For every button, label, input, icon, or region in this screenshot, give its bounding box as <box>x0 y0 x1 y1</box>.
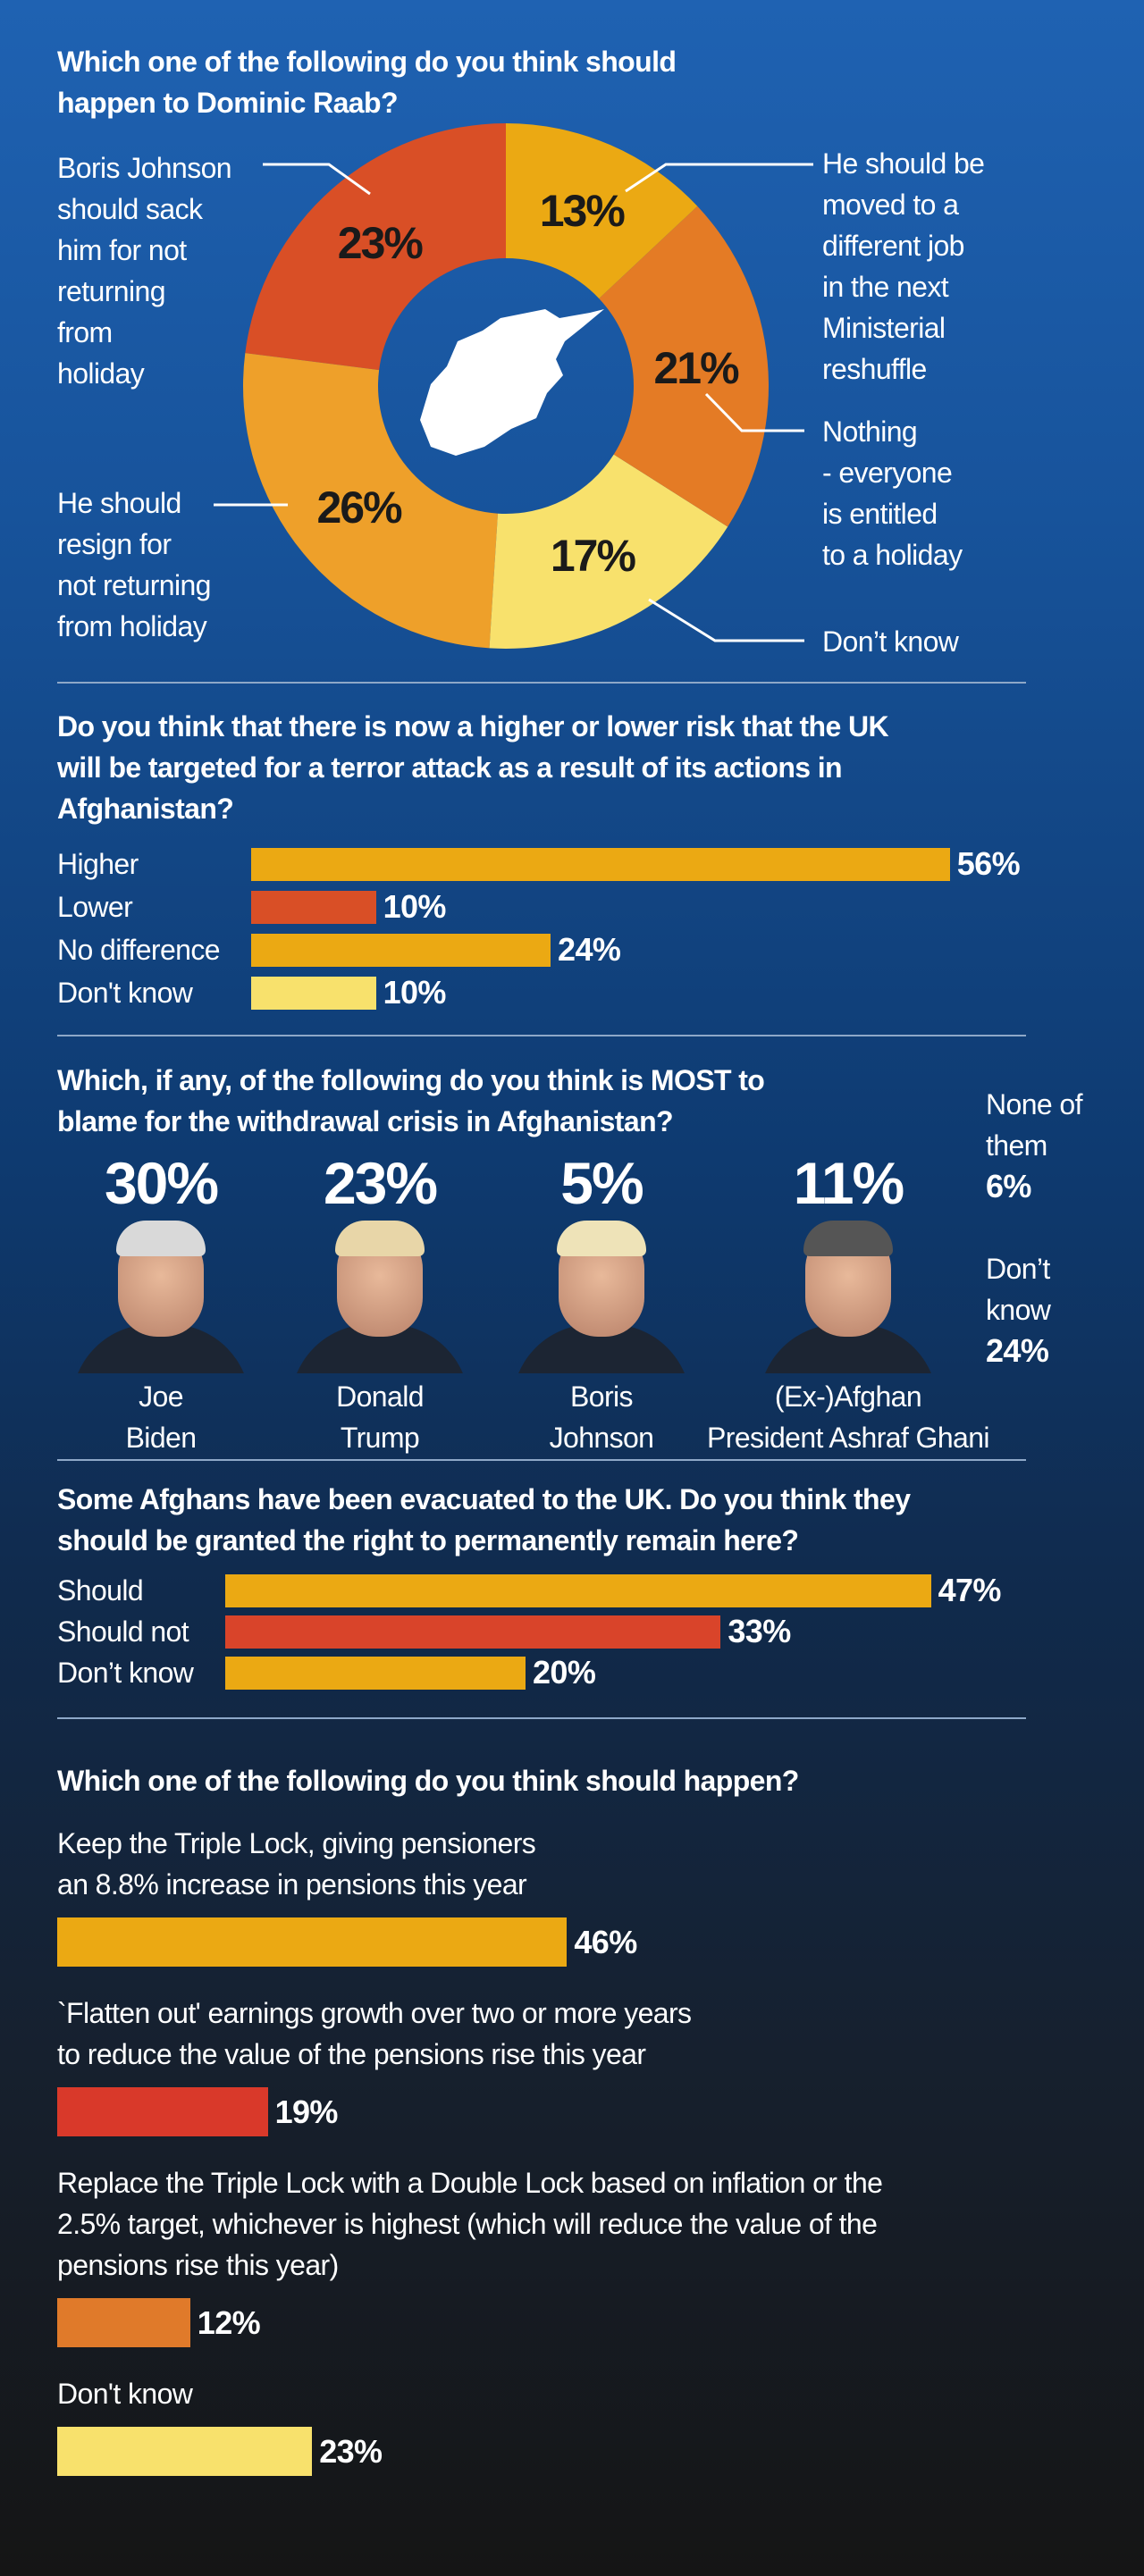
bar-row: 19% <box>57 2087 1085 2136</box>
bar <box>251 890 376 924</box>
bar <box>225 1656 526 1690</box>
bar-list: Keep the Triple Lock, giving pensioners … <box>57 1823 1085 2502</box>
value-label: 23% <box>323 1150 438 1216</box>
bar <box>251 847 950 881</box>
value-label: 24% <box>986 1332 1049 1369</box>
portrait-photo <box>750 1217 946 1373</box>
donut-segment <box>242 353 499 649</box>
category-label: Should not <box>57 1615 189 1648</box>
value-label: 56% <box>956 845 1021 882</box>
person-name: Boris Johnson <box>549 1380 654 1454</box>
afghanistan-map <box>420 309 604 456</box>
category-label: Don't know <box>57 977 193 1009</box>
segment-label: 13% <box>540 186 626 236</box>
portrait-photo <box>282 1217 478 1373</box>
value-label: 10% <box>383 974 447 1011</box>
person-name: Joe Biden <box>125 1380 197 1454</box>
category-label: No difference <box>57 934 221 966</box>
bar <box>225 1615 721 1649</box>
portrait-hair <box>335 1221 425 1256</box>
value-label: 6% <box>986 1168 1031 1204</box>
portrait-hair <box>116 1221 206 1256</box>
chart-title: Do you think that there is now a higher … <box>57 710 889 825</box>
chart-title: Some Afghans have been evacuated to the … <box>57 1483 911 1557</box>
legend-label: Don’t know <box>822 625 959 658</box>
value-label: 20% <box>533 1654 596 1691</box>
portrait-photo <box>63 1217 259 1373</box>
legend-label: He should resign for not returning from … <box>57 487 211 642</box>
bar <box>57 2298 190 2347</box>
value-label: 24% <box>558 931 621 968</box>
category-label: Lower <box>57 891 133 923</box>
divider <box>57 1717 1026 1719</box>
bar-row: 46% <box>57 1917 1085 1967</box>
chart-title: Which one of the following do you think … <box>57 46 677 119</box>
leader-line <box>263 163 371 196</box>
value-label: 33% <box>728 1613 791 1649</box>
person-name: (Ex-)Afghan President Ashraf Ghani <box>707 1380 989 1454</box>
leader-line <box>704 392 804 432</box>
value-label: 47% <box>938 1572 1002 1608</box>
segment-label: 21% <box>654 343 740 393</box>
bar <box>57 2087 268 2136</box>
category-label: Don’t know <box>57 1657 194 1689</box>
donut-segment <box>245 123 506 371</box>
category-label: Keep the Triple Lock, giving pensioners … <box>57 1827 536 1901</box>
side-item: Don’t know 24% <box>986 1248 1051 1372</box>
leader-line <box>648 598 804 642</box>
legend-label: Boris Johnson should sack him for not re… <box>57 152 232 390</box>
value-label: 5% <box>560 1150 644 1216</box>
portrait-photo <box>503 1217 700 1373</box>
segment-label: 17% <box>551 531 636 581</box>
bar <box>251 976 376 1010</box>
chart-title: Which one of the following do you think … <box>57 1765 799 1797</box>
divider <box>57 682 1026 684</box>
donut-segment <box>599 206 769 527</box>
bar <box>225 1573 931 1607</box>
category-label: Don’t know <box>986 1253 1051 1326</box>
bar-row: 12% <box>57 2298 1085 2347</box>
divider <box>57 1035 1026 1036</box>
value-label: 11% <box>793 1150 904 1216</box>
legend-label: Nothing - everyone is entitled to a holi… <box>822 415 963 571</box>
category-label: `Flatten out' earnings growth over two o… <box>57 1997 692 2070</box>
value-label: 19% <box>274 2093 339 2130</box>
category-label: Replace the Triple Lock with a Double Lo… <box>57 2167 883 2281</box>
value-label: 46% <box>574 1923 637 1960</box>
category-label: Should <box>57 1574 144 1607</box>
value-label: 30% <box>104 1150 219 1216</box>
bar <box>57 1917 568 1967</box>
leader-line <box>625 163 813 193</box>
donut-segment <box>506 123 698 299</box>
legend-label: He should be moved to a different job in… <box>822 147 985 385</box>
side-item: None of them 6% <box>986 1084 1082 1207</box>
chart-title: Which, if any, of the following do you t… <box>57 1064 765 1137</box>
segment-label: 26% <box>316 482 402 533</box>
segment-label: 23% <box>338 218 424 268</box>
person-name: Donald Trump <box>336 1380 424 1454</box>
category-label: Don't know <box>57 2378 193 2410</box>
portrait-hair <box>803 1221 893 1256</box>
value-label: 10% <box>383 888 447 925</box>
category-label: Higher <box>57 848 139 880</box>
value-label: 12% <box>197 2303 261 2341</box>
bar <box>57 2427 313 2476</box>
category-label: None of them <box>986 1088 1082 1162</box>
donut-segment <box>489 454 728 649</box>
portrait-hair <box>557 1221 646 1256</box>
donut-chart: 13% 21% 17% 26% 23% <box>214 123 813 649</box>
bar-row: 23% <box>57 2427 1085 2476</box>
bar <box>251 933 551 967</box>
divider <box>57 1459 1026 1461</box>
value-label: 23% <box>319 2432 383 2470</box>
